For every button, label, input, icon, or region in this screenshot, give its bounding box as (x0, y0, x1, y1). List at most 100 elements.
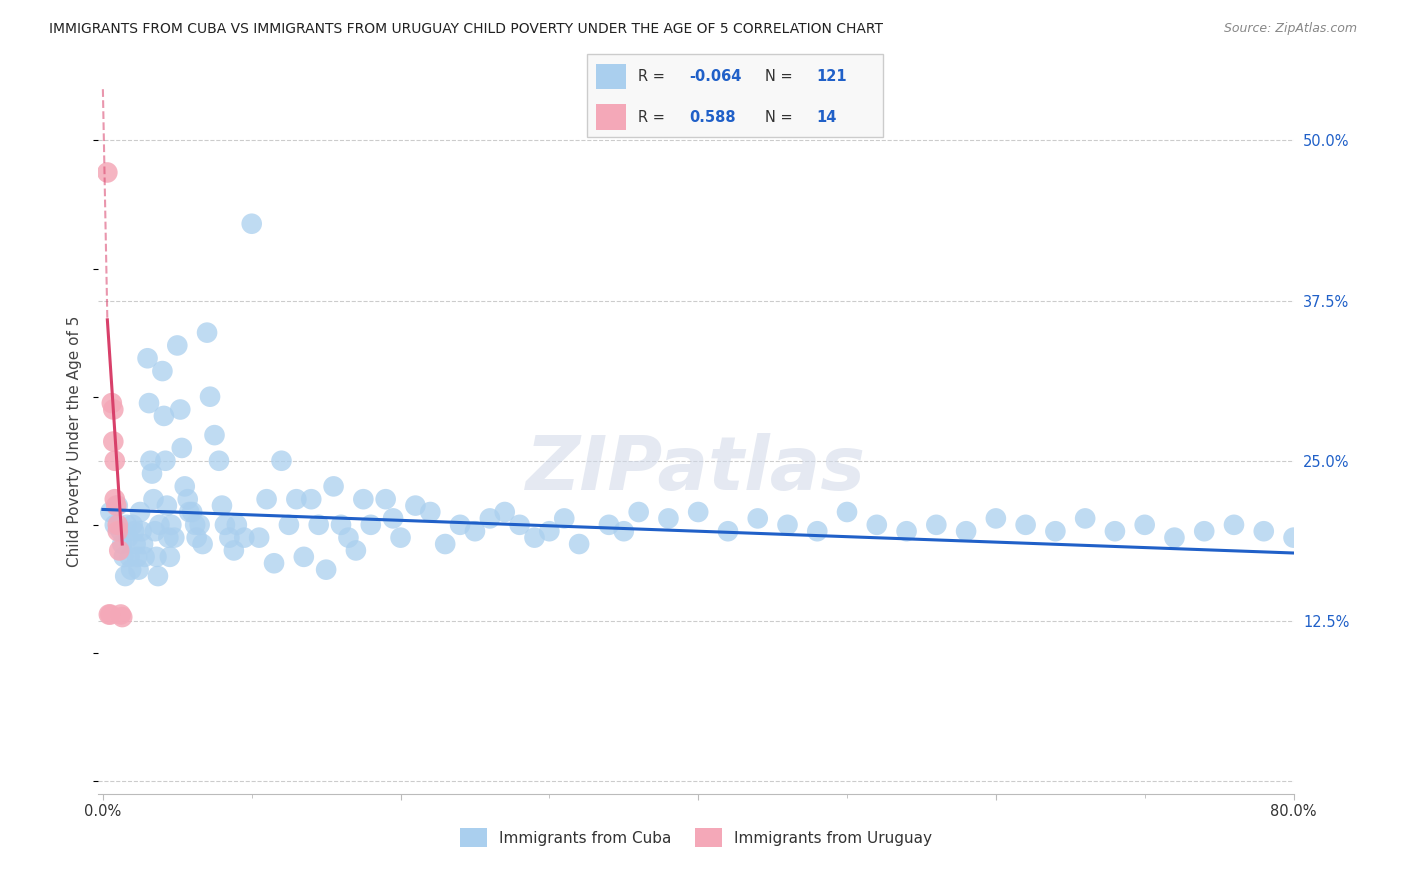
Point (160, 517, 183, 532)
Point (717, 524, 740, 539)
Point (352, 492, 374, 507)
Point (1192, 524, 1215, 539)
Text: N =: N = (765, 110, 797, 125)
Point (360, 517, 382, 532)
Point (188, 517, 211, 532)
Point (478, 511, 501, 525)
Point (157, 531, 180, 545)
Point (404, 499, 426, 513)
Text: 121: 121 (817, 69, 846, 84)
Point (256, 492, 278, 507)
Point (494, 505, 516, 519)
Point (169, 402, 191, 417)
Point (308, 517, 330, 532)
Point (1341, 537, 1364, 551)
Point (129, 505, 152, 519)
Point (925, 517, 948, 532)
Point (1014, 517, 1036, 532)
Point (955, 524, 977, 539)
Point (464, 524, 486, 539)
Point (110, 524, 132, 539)
Point (96, 165, 118, 179)
Point (108, 543, 131, 558)
Point (186, 531, 208, 545)
Point (104, 454, 127, 468)
Point (806, 524, 828, 539)
Point (138, 396, 160, 410)
Point (657, 511, 679, 525)
Point (107, 524, 129, 539)
Point (382, 511, 405, 525)
Point (247, 531, 270, 545)
FancyBboxPatch shape (596, 104, 626, 130)
Point (747, 511, 769, 525)
Point (315, 563, 337, 577)
Point (374, 492, 396, 507)
Point (568, 537, 591, 551)
Y-axis label: Child Poverty Under the Age of 5: Child Poverty Under the Age of 5 (67, 316, 83, 567)
Point (148, 517, 170, 532)
Point (688, 505, 710, 519)
Point (173, 479, 195, 493)
Point (159, 549, 181, 564)
Point (984, 511, 1007, 525)
Point (419, 505, 441, 519)
Point (211, 499, 233, 513)
FancyBboxPatch shape (596, 63, 626, 89)
Point (344, 543, 367, 558)
Point (270, 454, 292, 468)
Point (299, 492, 322, 507)
Point (240, 217, 263, 231)
Point (1282, 531, 1305, 545)
Point (131, 524, 153, 539)
Text: Source: ZipAtlas.com: Source: ZipAtlas.com (1223, 22, 1357, 36)
Point (146, 569, 169, 583)
Point (103, 434, 125, 449)
Point (208, 454, 231, 468)
Point (866, 517, 889, 532)
Point (117, 531, 139, 545)
Point (107, 517, 129, 532)
Point (277, 517, 299, 532)
Text: IMMIGRANTS FROM CUBA VS IMMIGRANTS FROM URUGUAY CHILD POVERTY UNDER THE AGE OF 5: IMMIGRANTS FROM CUBA VS IMMIGRANTS FROM … (49, 22, 883, 37)
Point (1402, 524, 1406, 539)
Point (152, 364, 174, 378)
Point (292, 549, 315, 564)
Legend: Immigrants from Cuba, Immigrants from Uruguay: Immigrants from Cuba, Immigrants from Ur… (454, 822, 938, 853)
Point (1074, 511, 1097, 525)
Point (105, 499, 128, 513)
Point (97, 607, 120, 622)
Point (613, 524, 636, 539)
Point (1104, 524, 1126, 539)
Point (124, 537, 146, 551)
Point (225, 517, 247, 532)
Point (553, 511, 575, 525)
Point (120, 563, 142, 577)
Point (142, 492, 165, 507)
Text: 14: 14 (817, 110, 837, 125)
Point (263, 556, 285, 570)
Point (139, 454, 162, 468)
Point (1045, 524, 1067, 539)
Point (143, 524, 166, 539)
Point (153, 409, 176, 423)
Point (104, 517, 127, 532)
Point (115, 517, 138, 532)
Point (104, 492, 127, 507)
Text: -0.064: -0.064 (689, 69, 742, 84)
Text: ZIPatlas: ZIPatlas (526, 434, 866, 507)
Point (285, 492, 308, 507)
Point (538, 524, 561, 539)
Point (118, 549, 141, 564)
Point (434, 537, 457, 551)
Point (1163, 531, 1185, 545)
Point (330, 517, 353, 532)
Point (98, 607, 121, 622)
Point (204, 428, 226, 442)
Point (896, 524, 918, 539)
Point (166, 338, 188, 352)
Point (627, 505, 650, 519)
Point (181, 505, 204, 519)
Point (322, 479, 344, 493)
Text: R =: R = (638, 69, 669, 84)
